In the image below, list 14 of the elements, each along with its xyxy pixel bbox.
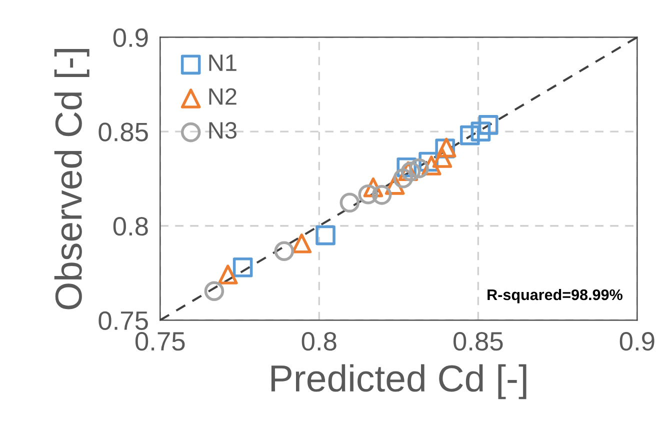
x-tick-label: 0.85 (454, 332, 503, 351)
y-tick-label: 0.8 (113, 216, 148, 236)
x-tick-label: 0.9 (620, 332, 654, 351)
legend-label: N3 (209, 122, 236, 139)
annotation: R-squared=98.99% (488, 288, 622, 304)
x-axis-title: Predicted Cd [-] (271, 364, 526, 400)
x-tick-label: 0.75 (135, 332, 185, 351)
y-axis-title: Observed Cd [-] (54, 49, 90, 310)
y-tick-label: 0.85 (98, 122, 148, 142)
legend-label: N1 (209, 54, 236, 71)
y-tick-label: 0.9 (113, 28, 148, 48)
legend-label: N2 (209, 88, 236, 105)
y-tick-label: 0.75 (98, 311, 148, 330)
x-tick-label: 0.8 (302, 332, 336, 351)
